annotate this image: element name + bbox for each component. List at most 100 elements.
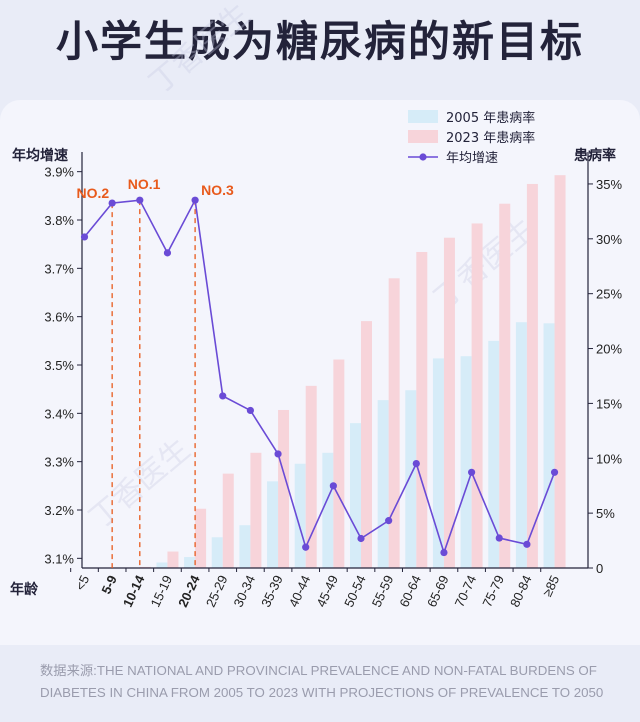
x-tick-label: 65-69 xyxy=(424,573,452,609)
bar-2005 xyxy=(211,537,223,568)
left-tick-label: 3.7% xyxy=(44,261,74,276)
growth-point xyxy=(163,249,172,257)
legend-swatch-2023 xyxy=(408,130,438,143)
bar-2005 xyxy=(515,322,527,568)
right-tick-label: 5% xyxy=(596,506,615,521)
growth-point xyxy=(523,540,531,548)
left-tick-label: 3.6% xyxy=(44,310,74,325)
data-source-text: THE NATIONAL AND PROVINCIAL PREVALENCE A… xyxy=(40,663,604,700)
bar-2023 xyxy=(526,183,538,568)
x-tick-label: 45-49 xyxy=(313,573,341,609)
bar-2023 xyxy=(305,385,317,568)
growth-point xyxy=(440,548,448,557)
x-tick-label: 50-54 xyxy=(341,573,369,609)
growth-point xyxy=(108,199,116,207)
page-title: 小学生成为糖尿病的新目标 xyxy=(55,17,584,66)
growth-point xyxy=(302,543,310,551)
left-axis-title: 年均增速 xyxy=(12,147,68,164)
x-tick-label: 70-74 xyxy=(452,573,480,609)
left-tick-label: 3.9% xyxy=(44,165,74,180)
x-tick-label: 75-79 xyxy=(479,573,507,609)
x-tick-label: <5 xyxy=(72,573,92,593)
right-tick-label: 25% xyxy=(596,287,622,302)
left-tick-label: 3.5% xyxy=(44,358,74,373)
left-tick-label: 3.2% xyxy=(44,503,74,518)
legend-label-2023: 2023 年患病率 xyxy=(446,130,535,146)
rank-annotation: NO.1 xyxy=(128,176,161,192)
bar-2023 xyxy=(471,223,483,568)
growth-point xyxy=(246,406,254,415)
diabetes-chart: 丁香医生丁香医生丁香医生3.1%3.2%3.3%3.4%3.5%3.6%3.7%… xyxy=(10,0,622,609)
left-tick-label: 3.3% xyxy=(44,455,74,470)
bar-2023 xyxy=(222,473,234,568)
bar-2005 xyxy=(543,323,555,568)
bar-2023 xyxy=(195,508,207,568)
right-tick-label: 15% xyxy=(596,396,622,411)
x-tick-label: 10-14 xyxy=(120,572,148,609)
growth-point xyxy=(219,392,227,400)
growth-point xyxy=(412,460,420,468)
bar-2005 xyxy=(156,562,168,568)
bar-2023 xyxy=(361,321,372,568)
bar-2005 xyxy=(267,481,279,568)
bar-2023 xyxy=(388,278,400,568)
bar-2023 xyxy=(554,175,566,568)
data-source: 数据来源:THE NATIONAL AND PROVINCIAL PREVALE… xyxy=(40,660,630,704)
rank-annotation: NO.3 xyxy=(201,182,234,198)
growth-line xyxy=(83,197,556,556)
bar-2023 xyxy=(167,551,179,568)
x-tick-label: 35-39 xyxy=(258,573,286,609)
bar-2023 xyxy=(416,251,428,568)
left-tick-label: 3.4% xyxy=(44,406,74,421)
bar-2005 xyxy=(184,557,196,568)
watermark-text: 丁香医生 xyxy=(143,0,257,101)
bar-2023 xyxy=(250,452,262,568)
bar-2005 xyxy=(488,340,500,568)
legend-label-growth: 年均增速 xyxy=(446,151,498,166)
legend-swatch-2005 xyxy=(408,110,438,123)
legend-marker-growth xyxy=(419,153,427,161)
growth-point xyxy=(357,534,365,543)
left-tick-label: 3.1% xyxy=(44,551,74,566)
bar-2005 xyxy=(377,400,389,568)
legend-label-2005: 2005 年患病率 xyxy=(446,110,535,126)
growth-point xyxy=(274,450,282,458)
x-tick-label: 15-19 xyxy=(148,573,176,609)
bar-2023 xyxy=(443,237,455,569)
x-tick-label: 5-9 xyxy=(98,573,120,596)
growth-point xyxy=(80,233,89,241)
growth-point xyxy=(468,468,476,476)
x-tick-label: 30-34 xyxy=(230,573,258,609)
x-tick-label: 55-59 xyxy=(369,573,397,609)
bar-2023 xyxy=(333,359,345,568)
left-tick-label: 3.8% xyxy=(44,213,74,228)
growth-point xyxy=(385,517,393,525)
right-tick-label: 30% xyxy=(596,232,622,247)
bar-2005 xyxy=(405,390,417,568)
growth-point xyxy=(550,468,559,476)
growth-point xyxy=(136,196,144,204)
x-tick-label: 25-29 xyxy=(203,573,231,609)
bar-2005 xyxy=(239,525,251,568)
x-tick-label: ≥85 xyxy=(540,573,563,599)
x-tick-label: 60-64 xyxy=(396,573,424,609)
right-tick-label: 10% xyxy=(596,451,622,466)
growth-point xyxy=(191,196,199,204)
bar-2023 xyxy=(499,203,511,568)
x-tick-label: 20-24 xyxy=(175,572,203,609)
bar-2005 xyxy=(350,423,361,568)
right-tick-label: 35% xyxy=(596,177,622,192)
bar-2023 xyxy=(278,409,290,568)
bar-2005 xyxy=(322,452,334,568)
x-tick-label: 80-84 xyxy=(507,573,535,609)
growth-point xyxy=(495,534,503,542)
x-tick-label: 40-44 xyxy=(286,573,314,609)
x-axis-title: 年龄 xyxy=(10,581,39,598)
bar-2005 xyxy=(460,356,472,568)
right-tick-label: 0 xyxy=(596,561,603,576)
data-source-label: 数据来源: xyxy=(40,663,97,678)
rank-annotation: NO.2 xyxy=(76,185,109,201)
growth-point xyxy=(329,482,337,490)
right-axis-title: 患病率 xyxy=(574,147,616,164)
bar-2005 xyxy=(432,358,444,568)
